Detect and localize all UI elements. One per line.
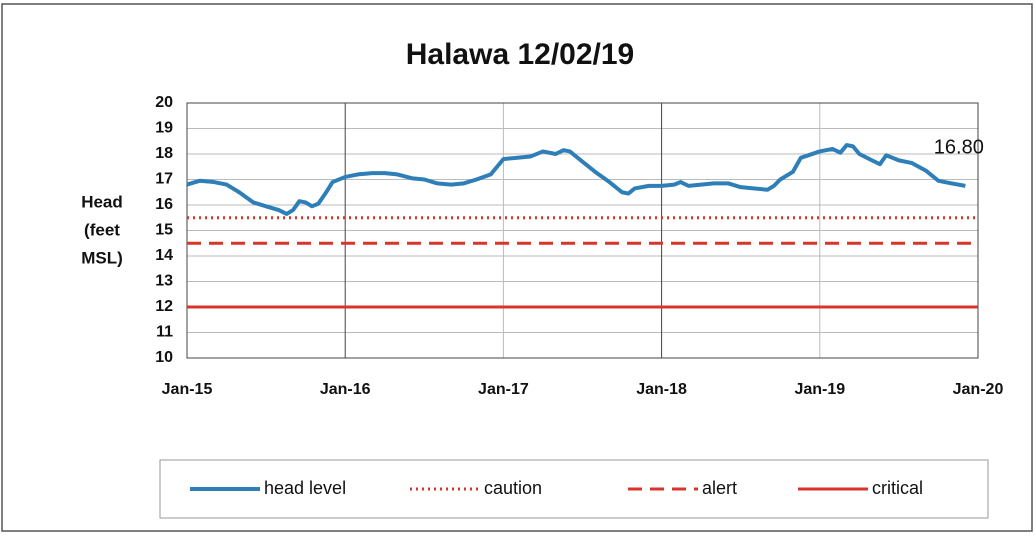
legend-frame (159, 459, 989, 519)
y-tick-label: 10 (155, 349, 173, 366)
x-tick-label: Jan-20 (953, 381, 1004, 398)
y-axis-label: Head (81, 192, 123, 211)
x-tick-label: Jan-16 (320, 381, 371, 398)
plot-frame (186, 102, 979, 359)
y-tick-label: 16 (155, 196, 173, 213)
y-tick-label: 13 (155, 273, 173, 290)
x-tick-label: Jan-15 (162, 381, 213, 398)
chart-title: Halawa 12/02/19 (406, 38, 635, 71)
chart-frame (1, 3, 1033, 532)
series-line (186, 143, 966, 216)
legend-label: caution (484, 478, 542, 498)
y-axis-label: (feet (84, 220, 120, 239)
y-axis-label: MSL) (81, 248, 123, 267)
legend-label: critical (872, 478, 923, 498)
y-tick-label: 12 (155, 298, 173, 315)
y-tick-label: 11 (156, 324, 173, 341)
x-tick-label: Jan-18 (636, 381, 687, 398)
legend-label: alert (702, 478, 737, 498)
y-tick-label: 18 (155, 145, 173, 162)
y-tick-label: 20 (155, 94, 173, 111)
annotation: 16.80 (934, 136, 984, 158)
y-tick-label: 19 (155, 120, 173, 137)
y-tick-label: 17 (155, 171, 173, 188)
y-tick-label: 14 (155, 247, 173, 264)
x-tick-label: Jan-19 (794, 381, 845, 398)
legend-label: head level (264, 478, 346, 498)
y-tick-label: 15 (155, 222, 173, 239)
x-tick-label: Jan-17 (478, 381, 529, 398)
